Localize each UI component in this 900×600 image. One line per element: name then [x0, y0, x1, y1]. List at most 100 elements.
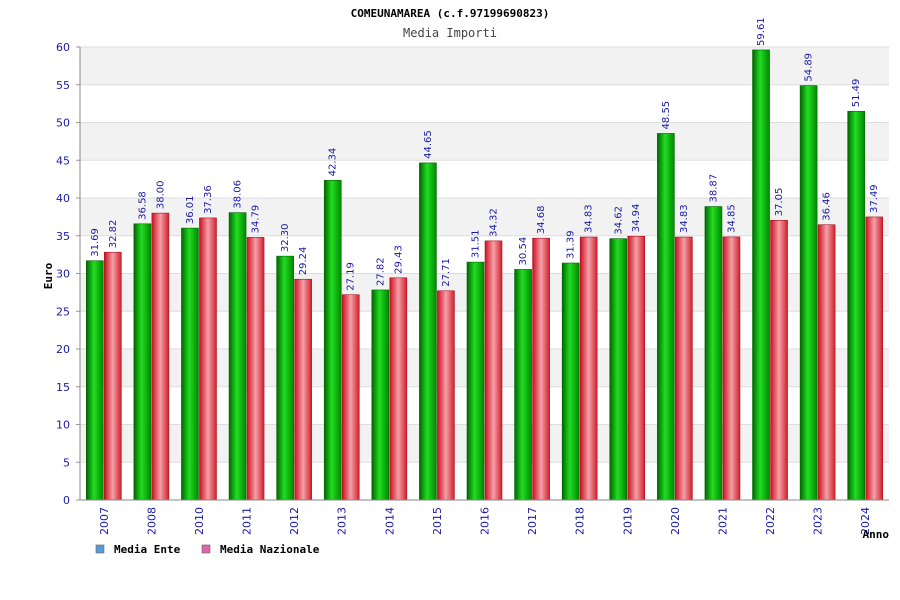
value-label-media-nazionale-2016: 34.32 — [489, 208, 500, 237]
bar-media-ente-2015 — [419, 162, 437, 501]
bar-media-ente-2011 — [228, 212, 247, 501]
y-tick-label: 5 — [63, 456, 70, 469]
y-tick-label: 50 — [56, 117, 70, 130]
x-tick-label-2013: 2013 — [336, 507, 349, 535]
value-label-media-ente-2015: 44.65 — [423, 130, 434, 159]
bar-media-ente-2012 — [276, 255, 294, 501]
x-tick-label-2017: 2017 — [526, 507, 539, 535]
value-label-media-nazionale-2015: 27.71 — [441, 258, 452, 287]
value-label-media-nazionale-2013: 27.19 — [346, 262, 357, 291]
bar-media-nazionale-2014 — [389, 277, 408, 501]
x-tick-label-2023: 2023 — [812, 507, 825, 535]
bar-media-nazionale-2008 — [151, 212, 170, 501]
value-label-media-ente-2016: 31.51 — [471, 229, 482, 258]
value-label-media-ente-2017: 30.54 — [518, 237, 529, 266]
bar-media-nazionale-2012 — [294, 278, 312, 501]
value-label-media-nazionale-2010: 37.36 — [203, 185, 214, 214]
y-tick-label: 55 — [56, 79, 70, 92]
value-label-media-ente-2012: 32.30 — [280, 223, 291, 252]
x-tick-label-2012: 2012 — [288, 507, 301, 535]
bar-media-ente-2023 — [799, 85, 818, 501]
x-tick-label-2018: 2018 — [574, 507, 587, 535]
bar-media-ente-2016 — [466, 261, 485, 501]
y-tick-label: 30 — [56, 268, 70, 281]
x-tick-label-2020: 2020 — [669, 507, 682, 535]
x-tick-label-2022: 2022 — [764, 507, 777, 535]
value-label-media-nazionale-2008: 38.00 — [155, 180, 166, 209]
bar-media-ente-2008 — [133, 223, 152, 501]
value-label-media-ente-2010: 36.01 — [185, 195, 196, 224]
bar-media-nazionale-2017 — [532, 237, 550, 501]
value-label-media-ente-2023: 54.89 — [804, 53, 815, 82]
x-tick-label-2024: 2024 — [859, 507, 872, 535]
bar-media-ente-2007 — [85, 260, 104, 501]
y-tick-label: 25 — [56, 305, 70, 318]
value-label-media-ente-2019: 34.62 — [613, 206, 624, 235]
bar-media-nazionale-2016 — [484, 240, 503, 501]
bar-media-nazionale-2021 — [722, 236, 741, 501]
bar-media-nazionale-2022 — [770, 219, 788, 501]
value-label-media-ente-2014: 27.82 — [375, 257, 386, 286]
bar-media-ente-2018 — [561, 262, 580, 501]
value-label-media-nazionale-2022: 37.05 — [774, 188, 785, 217]
value-label-media-ente-2024: 51.49 — [851, 79, 862, 108]
chart-title: COMEUNAMAREA (c.f.97199690823) — [351, 7, 550, 20]
x-tick-label-2019: 2019 — [621, 507, 634, 535]
y-tick-label: 0 — [63, 494, 70, 507]
bar-media-nazionale-2020 — [675, 236, 693, 501]
value-labels: 31.69 32.82 36.58 38.00 36.01 37.36 38.06 34.79… — [90, 17, 880, 290]
legend-swatch — [201, 544, 211, 554]
y-tick-label: 40 — [56, 192, 70, 205]
bar-media-nazionale-2019 — [627, 235, 646, 501]
value-label-media-ente-2021: 38.87 — [708, 174, 719, 203]
value-label-media-nazionale-2021: 34.85 — [726, 204, 737, 233]
y-axis-label: Euro — [42, 262, 55, 289]
value-label-media-ente-2008: 36.58 — [137, 191, 148, 220]
x-axis-ticks: 2007 2008 2010 2011 2012 2013 2014 2015 2016 2017… — [98, 507, 872, 535]
x-tick-label-2010: 2010 — [193, 507, 206, 535]
y-axis-ticks: 0 5 10 15 20 25 30 35 40 45 50 55 60 — [56, 41, 80, 507]
x-tick-label-2021: 2021 — [716, 507, 729, 535]
bar-media-ente-2010 — [181, 227, 199, 501]
bar-media-ente-2014 — [371, 289, 390, 501]
bar-media-ente-2020 — [657, 133, 675, 501]
bar-media-nazionale-2018 — [579, 236, 598, 501]
value-label-media-ente-2007: 31.69 — [90, 228, 101, 257]
value-label-media-ente-2011: 38.06 — [233, 180, 244, 209]
legend-swatch — [95, 544, 105, 554]
value-label-media-ente-2013: 42.34 — [328, 148, 339, 177]
bar-media-nazionale-2013 — [341, 294, 360, 501]
x-tick-label-2014: 2014 — [383, 507, 396, 535]
x-tick-label-2007: 2007 — [98, 507, 111, 535]
bars — [85, 49, 884, 501]
x-tick-label-2011: 2011 — [241, 507, 254, 535]
bar-media-ente-2024 — [847, 110, 866, 501]
value-label-media-nazionale-2020: 34.83 — [679, 204, 690, 233]
value-label-media-nazionale-2023: 36.46 — [822, 192, 833, 221]
value-label-media-ente-2020: 48.55 — [661, 101, 672, 130]
legend-label: Media Nazionale — [220, 543, 320, 556]
value-label-media-nazionale-2019: 34.94 — [631, 204, 642, 233]
y-tick-label: 10 — [56, 419, 70, 432]
y-tick-label: 60 — [56, 41, 70, 54]
chart-subtitle: Media Importi — [403, 26, 497, 40]
y-tick-label: 20 — [56, 343, 70, 356]
y-tick-label: 35 — [56, 230, 70, 243]
x-tick-label-2016: 2016 — [479, 507, 492, 535]
bar-media-nazionale-2015 — [437, 290, 455, 501]
value-label-media-nazionale-2014: 29.43 — [393, 245, 404, 274]
bar-media-nazionale-2011 — [246, 237, 265, 501]
x-tick-label-2008: 2008 — [145, 507, 158, 535]
value-label-media-nazionale-2024: 37.49 — [869, 184, 880, 213]
bar-media-nazionale-2023 — [817, 224, 836, 501]
bar-media-ente-2017 — [514, 269, 532, 501]
legend-label: Media Ente — [114, 543, 181, 556]
bar-media-nazionale-2007 — [103, 251, 122, 501]
value-label-media-nazionale-2017: 34.68 — [536, 206, 547, 235]
value-label-media-nazionale-2018: 34.83 — [584, 204, 595, 233]
x-axis-label: Anno — [863, 528, 890, 541]
bar-media-ente-2021 — [704, 206, 723, 501]
bar-media-ente-2019 — [609, 238, 628, 501]
value-label-media-nazionale-2007: 32.82 — [108, 220, 119, 249]
